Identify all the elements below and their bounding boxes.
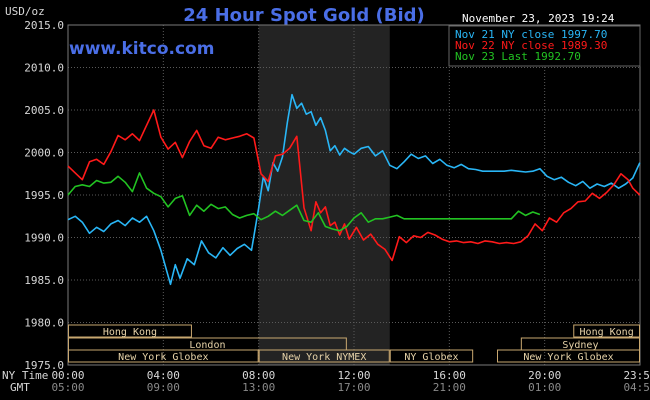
series-line-0 xyxy=(67,93,641,286)
y-axis-label: USD/oz xyxy=(5,5,45,18)
x-tick-label-gmt: 09:00 xyxy=(147,381,180,394)
x-tick-label-gmt: 13:00 xyxy=(242,381,275,394)
session-label-hong-kong: Hong Kong xyxy=(580,327,634,338)
session-bar-hong-kong xyxy=(573,324,640,338)
x-tick-label-ny: 00:00 xyxy=(51,369,84,382)
legend: Nov 21 NY close 1997.70 Nov 22 NY close … xyxy=(448,25,641,67)
session-bar-new-york-globex xyxy=(68,349,259,363)
chart-title: 24 Hour Spot Gold (Bid) xyxy=(183,5,424,26)
session-bar-hong-kong xyxy=(68,324,192,338)
timestamp: November 23, 2023 19:24 xyxy=(462,12,615,25)
legend-entry-nov22: Nov 22 NY close 1989.30 xyxy=(455,39,607,52)
x-row-label-ny: NY Time xyxy=(2,369,48,382)
x-tick-label-gmt: 01:00 xyxy=(528,381,561,394)
y-tick-label: 2005.0 xyxy=(24,104,64,117)
legend-box xyxy=(448,25,641,67)
y-axis-ticks: 2015.0 2010.0 2005.0 2000.0 1995.0 1990.0 1985… xyxy=(24,19,64,372)
series-group xyxy=(67,93,641,286)
y-tick-label: 1995.0 xyxy=(24,189,64,202)
y-tick-label: 1990.0 xyxy=(24,232,64,245)
session-label-new-york-globex: New York Globex xyxy=(523,352,613,363)
nymex-shaded-region xyxy=(258,25,390,365)
x-tick-label-ny: 12:00 xyxy=(337,369,370,382)
y-tick-label: 2000.0 xyxy=(24,147,64,160)
x-tick-label-ny: 08:00 xyxy=(242,369,275,382)
x-tick-label-ny: 16:00 xyxy=(433,369,466,382)
x-tick-label-gmt: 05:00 xyxy=(51,381,84,394)
x-tick-label-ny: 20:00 xyxy=(528,369,561,382)
y-tick-label: 2010.0 xyxy=(24,62,64,75)
session-bar-new-york-globex xyxy=(497,349,640,363)
legend-entry-nov21: Nov 21 NY close 1997.70 xyxy=(455,28,607,41)
x-tick-label-ny: 04:00 xyxy=(147,369,180,382)
website-watermark: www.kitco.com xyxy=(69,39,214,59)
session-label-new-york-nymex: New York NYMEX xyxy=(282,352,366,363)
session-label-hong-kong: Hong Kong xyxy=(103,327,157,338)
y-tick-label: 1975.0 xyxy=(24,359,64,372)
y-tick-label: 1985.0 xyxy=(24,274,64,287)
x-tick-label-gmt: 04:59 xyxy=(623,381,650,394)
series-line-2 xyxy=(67,172,541,232)
legend-entry-nov23: Nov 23 Last 1992.70 xyxy=(455,50,581,63)
x-tick-label-gmt: 17:00 xyxy=(337,381,370,394)
x-tick-label-ny: 23:59 xyxy=(623,369,650,382)
session-label-ny-globex: NY Globex xyxy=(404,352,458,363)
y-tick-label: 1980.0 xyxy=(24,317,64,330)
series-line-1 xyxy=(67,109,641,262)
x-tick-label-gmt: 21:00 xyxy=(433,381,466,394)
session-label-new-york-globex: New York Globex xyxy=(118,352,208,363)
y-tick-label: 2015.0 xyxy=(24,19,64,32)
x-row-label-gmt: GMT xyxy=(10,381,30,394)
session-bar-ny-globex xyxy=(389,349,474,363)
session-label-sydney: Sydney xyxy=(562,340,598,351)
session-label-london: London xyxy=(189,340,225,351)
session-bar-new-york-nymex xyxy=(258,349,390,363)
